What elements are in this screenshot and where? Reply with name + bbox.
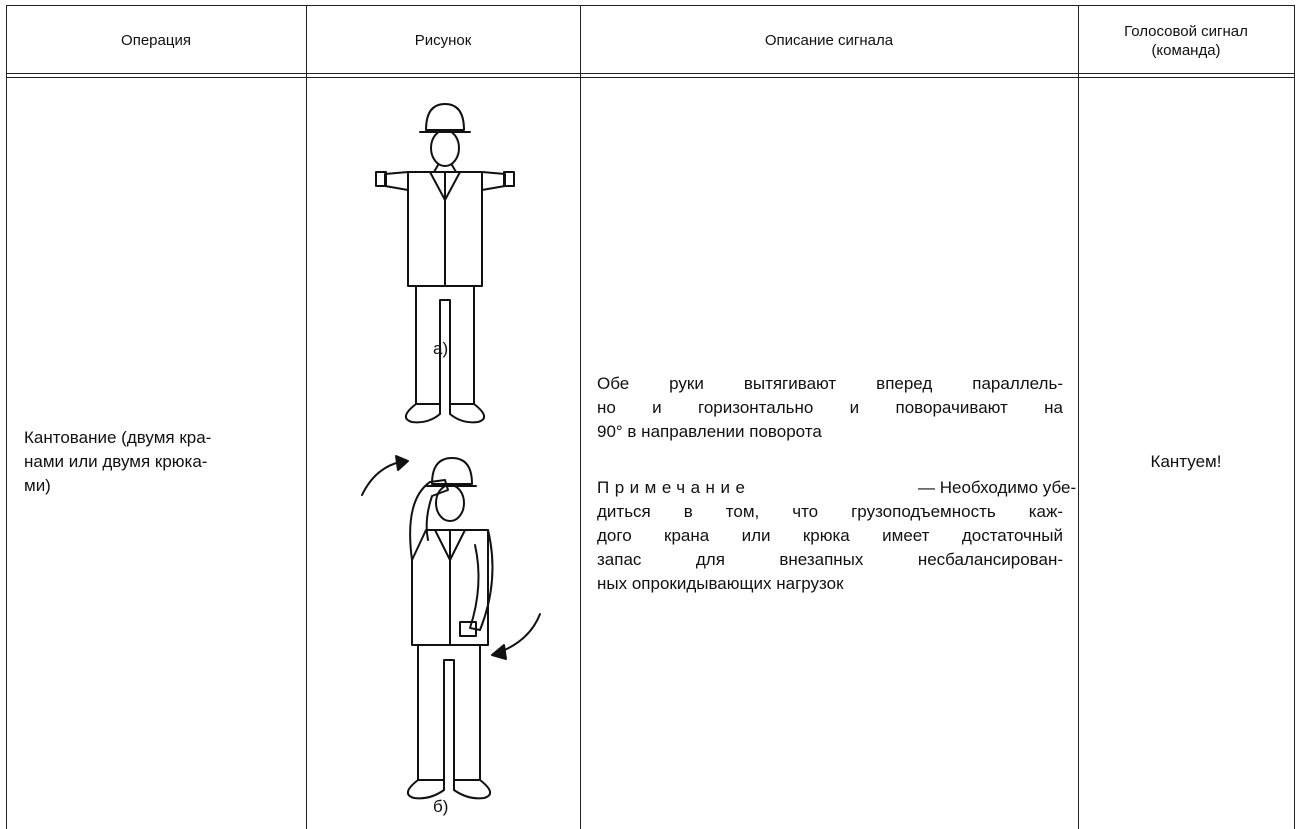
border bbox=[306, 5, 307, 829]
border bbox=[580, 5, 581, 829]
header-cell: Операция bbox=[121, 32, 191, 49]
operation: ми) bbox=[24, 476, 51, 495]
command: Кантуем! bbox=[1150, 452, 1222, 471]
note: ных опрокидывающих нагрузок bbox=[597, 574, 844, 593]
figure-a bbox=[375, 103, 515, 424]
border bbox=[6, 5, 1295, 6]
header-cell: Рисунок bbox=[414, 32, 472, 49]
header-cell: Голосовой сигнал bbox=[1124, 23, 1248, 40]
note: — Необходимо убе- bbox=[918, 478, 1077, 497]
border bbox=[6, 5, 7, 829]
border bbox=[6, 73, 1295, 74]
header-cell: (команда) bbox=[1151, 42, 1221, 59]
figure-label: б) bbox=[433, 797, 449, 816]
border bbox=[6, 77, 1295, 78]
description: но и горизонтально и поворачивают на bbox=[597, 398, 1063, 417]
figure-b bbox=[361, 455, 541, 800]
border bbox=[1294, 5, 1295, 829]
note: дого крана или крюка имеет достаточный bbox=[597, 526, 1063, 545]
description: 90° в направлении поворота bbox=[597, 422, 822, 441]
note: диться в том, что грузоподъемность каж- bbox=[597, 502, 1063, 521]
note-label: Примечание bbox=[597, 478, 751, 497]
operation: нами или двумя крюка- bbox=[24, 452, 208, 471]
border bbox=[1078, 5, 1079, 829]
description: Обе руки вытягивают вперед параллель- bbox=[597, 374, 1063, 393]
operation: Кантование (двумя кра- bbox=[24, 428, 212, 447]
header-cell: Описание сигнала bbox=[764, 32, 894, 49]
note: запас для внезапных несбалансирован- bbox=[597, 550, 1063, 569]
